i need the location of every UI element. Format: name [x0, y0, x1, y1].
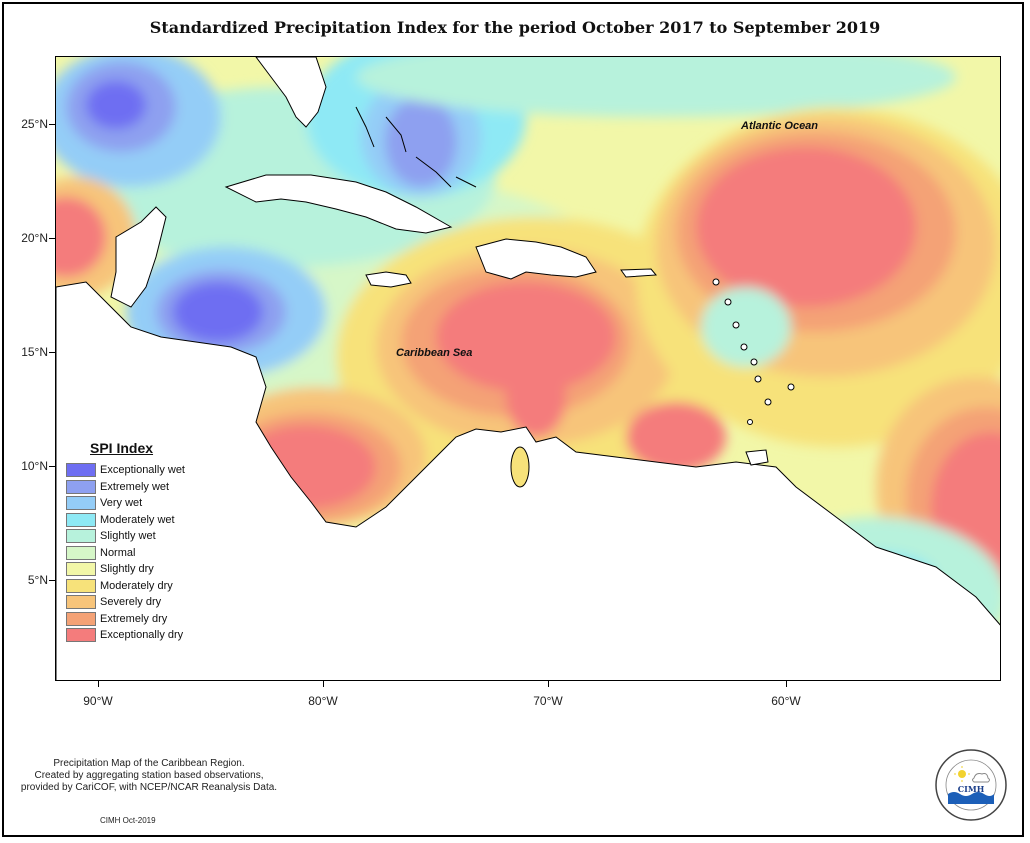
legend-label: Exceptionally wet	[100, 464, 185, 477]
place-label-atlantic: Atlantic Ocean	[741, 120, 819, 132]
legend-item: Normal	[66, 545, 206, 562]
legend-swatch	[66, 529, 96, 544]
lat-tick-mark	[49, 466, 55, 467]
lon-tick-mark	[548, 681, 549, 687]
lon-tick: 60°W	[771, 694, 801, 708]
legend-swatch	[66, 611, 96, 626]
spi-field	[56, 57, 1000, 680]
legend-item: Slightly wet	[66, 528, 206, 545]
legend-swatch	[66, 595, 96, 610]
legend-swatch	[66, 545, 96, 560]
lat-tick: 10°N	[21, 459, 48, 473]
spi-map: Atlantic Ocean Caribbean Sea	[55, 56, 1001, 681]
lon-tick: 80°W	[308, 694, 338, 708]
lat-tick: 5°N	[27, 573, 48, 587]
legend-rows: Exceptionally wet Extremely wet Very wet Mo…	[66, 462, 206, 644]
cimh-logo-icon: CIMH	[935, 749, 1007, 821]
legend-item: Moderately wet	[66, 512, 206, 529]
legend-label: Severely dry	[100, 596, 162, 609]
cimh-logo: CIMH	[934, 748, 1008, 822]
lat-tick: 15°N	[21, 345, 48, 359]
legend-swatch	[66, 496, 96, 511]
legend-item: Very wet	[66, 495, 206, 512]
legend-swatch	[66, 512, 96, 527]
lon-tick: 70°W	[533, 694, 563, 708]
legend-label: Extremely wet	[100, 480, 170, 493]
legend-label: Normal	[100, 546, 136, 559]
legend-label: Slightly dry	[100, 563, 154, 576]
lat-tick: 20°N	[21, 231, 48, 245]
legend-item: Extremely wet	[66, 479, 206, 496]
legend-swatch	[66, 562, 96, 577]
lat-tick: 25°N	[21, 117, 48, 131]
legend-item: Exceptionally dry	[66, 627, 206, 644]
legend-item: Exceptionally wet	[66, 462, 206, 479]
lat-tick-mark	[49, 352, 55, 353]
legend-label: Moderately dry	[100, 579, 173, 592]
lon-tick-mark	[786, 681, 787, 687]
legend-label: Exceptionally dry	[100, 629, 184, 642]
lon-tick-mark	[323, 681, 324, 687]
lat-tick-mark	[49, 580, 55, 581]
legend-item: Moderately dry	[66, 578, 206, 595]
lon-tick-mark	[98, 681, 99, 687]
note-line: Created by aggregating station based obs…	[34, 770, 264, 781]
note-line: Precipitation Map of the Caribbean Regio…	[53, 758, 245, 769]
spi-legend: SPI Index Exceptionally wet Extremely wet…	[66, 440, 206, 644]
legend-title: SPI Index	[90, 440, 154, 456]
credit-text: CIMH Oct-2019	[100, 816, 156, 825]
map-title: Standardized Precipitation Index for the…	[149, 18, 881, 37]
legend-swatch	[66, 479, 96, 494]
place-label-caribbean: Caribbean Sea	[396, 347, 473, 359]
legend-item: Extremely dry	[66, 611, 206, 628]
logo-text: CIMH	[958, 784, 985, 794]
legend-swatch	[66, 463, 96, 478]
lat-tick-mark	[49, 238, 55, 239]
legend-label: Extremely dry	[100, 612, 168, 625]
lat-tick-mark	[49, 124, 55, 125]
note-line: provided by CariCOF, with NCEP/NCAR Rean…	[20, 782, 278, 793]
map-description: Precipitation Map of the Caribbean Regio…	[4, 758, 294, 794]
legend-swatch	[66, 628, 96, 643]
legend-item: Severely dry	[66, 594, 206, 611]
legend-label: Moderately wet	[100, 513, 175, 526]
lon-tick: 90°W	[83, 694, 113, 708]
legend-label: Very wet	[100, 497, 143, 510]
legend-item: Slightly dry	[66, 561, 206, 578]
legend-label: Slightly wet	[100, 530, 156, 543]
legend-swatch	[66, 578, 96, 593]
